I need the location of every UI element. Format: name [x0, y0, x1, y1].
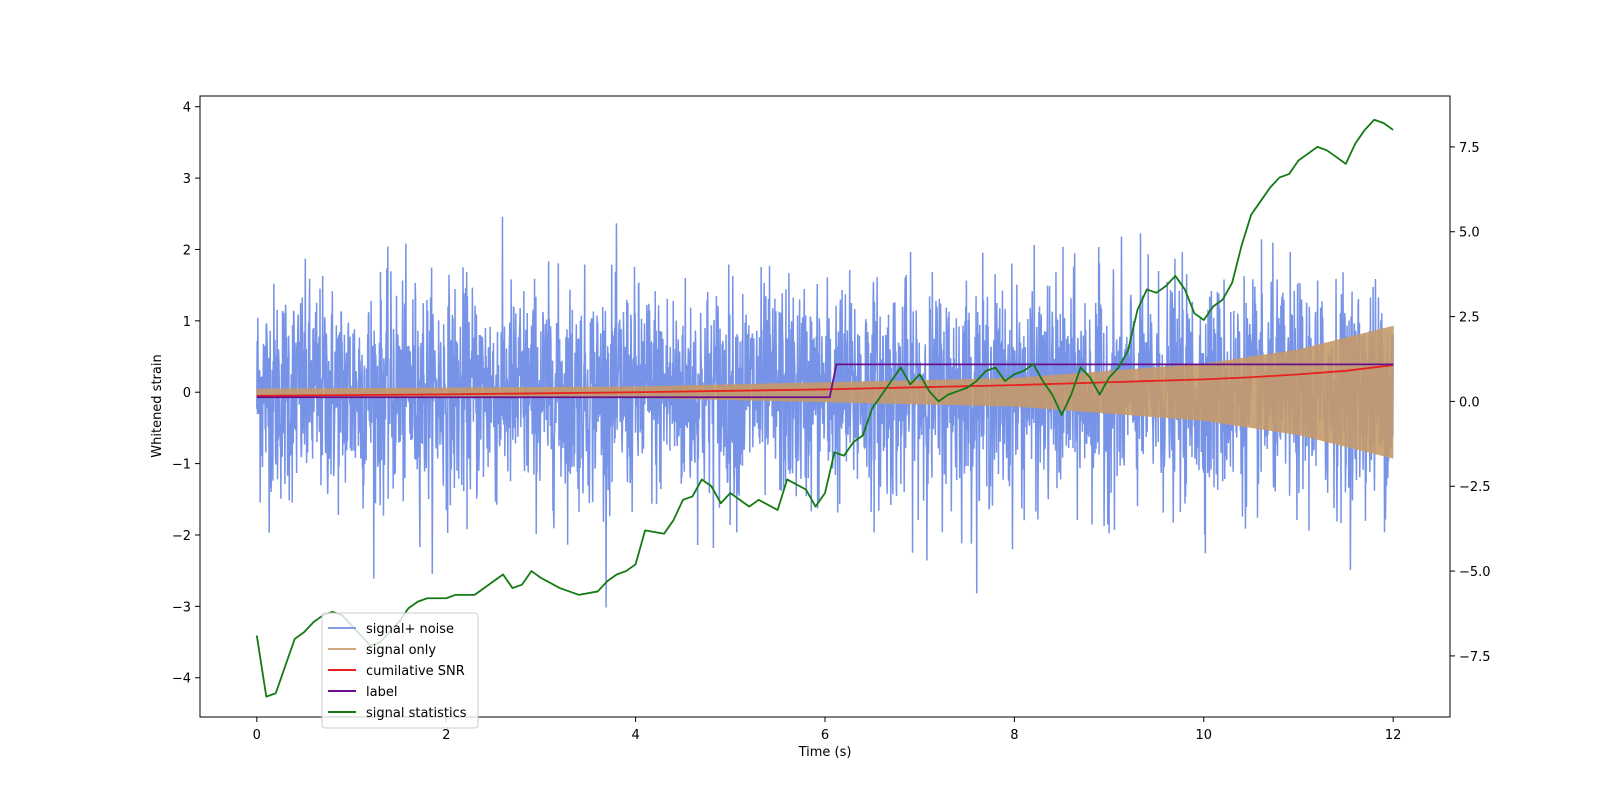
y2-tick-label: −5.0	[1459, 565, 1491, 580]
y-tick-label: 4	[183, 101, 191, 116]
y2-tick-label: 5.0	[1459, 226, 1480, 241]
legend-box	[321, 612, 479, 729]
x-tick-label: 12	[1385, 728, 1402, 743]
legend-label: signal+ noise	[366, 622, 454, 637]
x-tick-label: 10	[1196, 728, 1213, 743]
x-axis-title: Time (s)	[798, 745, 852, 760]
x-tick-label: 8	[1010, 728, 1018, 743]
y2-tick-label: 0.0	[1459, 395, 1480, 410]
legend: signal+ noise signal only cumilative SNR la…	[321, 612, 479, 729]
y-tick-label: 3	[183, 172, 191, 187]
y-tick-label: −1	[172, 458, 191, 473]
x-tick-label: 6	[821, 728, 829, 743]
series-cumilative-snr	[256, 364, 1394, 397]
x-tick-label: 2	[442, 728, 450, 743]
y2-tick-label: −7.5	[1459, 650, 1491, 665]
series-signal-noise	[256, 216, 1394, 608]
y-tick-label: −2	[172, 529, 191, 544]
y-tick-label: −4	[172, 672, 191, 687]
y-tick-label: 1	[183, 315, 191, 330]
y-tick-label: 0	[183, 386, 191, 401]
legend-label: label	[366, 685, 397, 700]
y-axis-left: −4 −3 −2 −1 0 1 2 3 4	[172, 101, 200, 687]
y-tick-label: 2	[183, 243, 191, 258]
y2-tick-label: −2.5	[1459, 480, 1491, 495]
y2-tick-label: 2.5	[1459, 311, 1480, 326]
series-signal-statistics	[255, 118, 1394, 698]
y-tick-label: −3	[172, 600, 191, 615]
x-tick-label: 4	[631, 728, 639, 743]
y-axis-title: Whitened strain	[150, 354, 165, 457]
legend-label: cumilative SNR	[366, 664, 465, 679]
legend-label: signal statistics	[366, 706, 467, 721]
legend-label: signal only	[366, 643, 436, 658]
series-label	[256, 363, 1394, 399]
y-axis-right: −7.5 −5.0 −2.5 0.0 2.5 5.0 7.5	[1450, 141, 1491, 665]
y2-tick-label: 7.5	[1459, 141, 1480, 156]
plot-area	[255, 118, 1394, 698]
x-tick-label: 0	[253, 728, 261, 743]
